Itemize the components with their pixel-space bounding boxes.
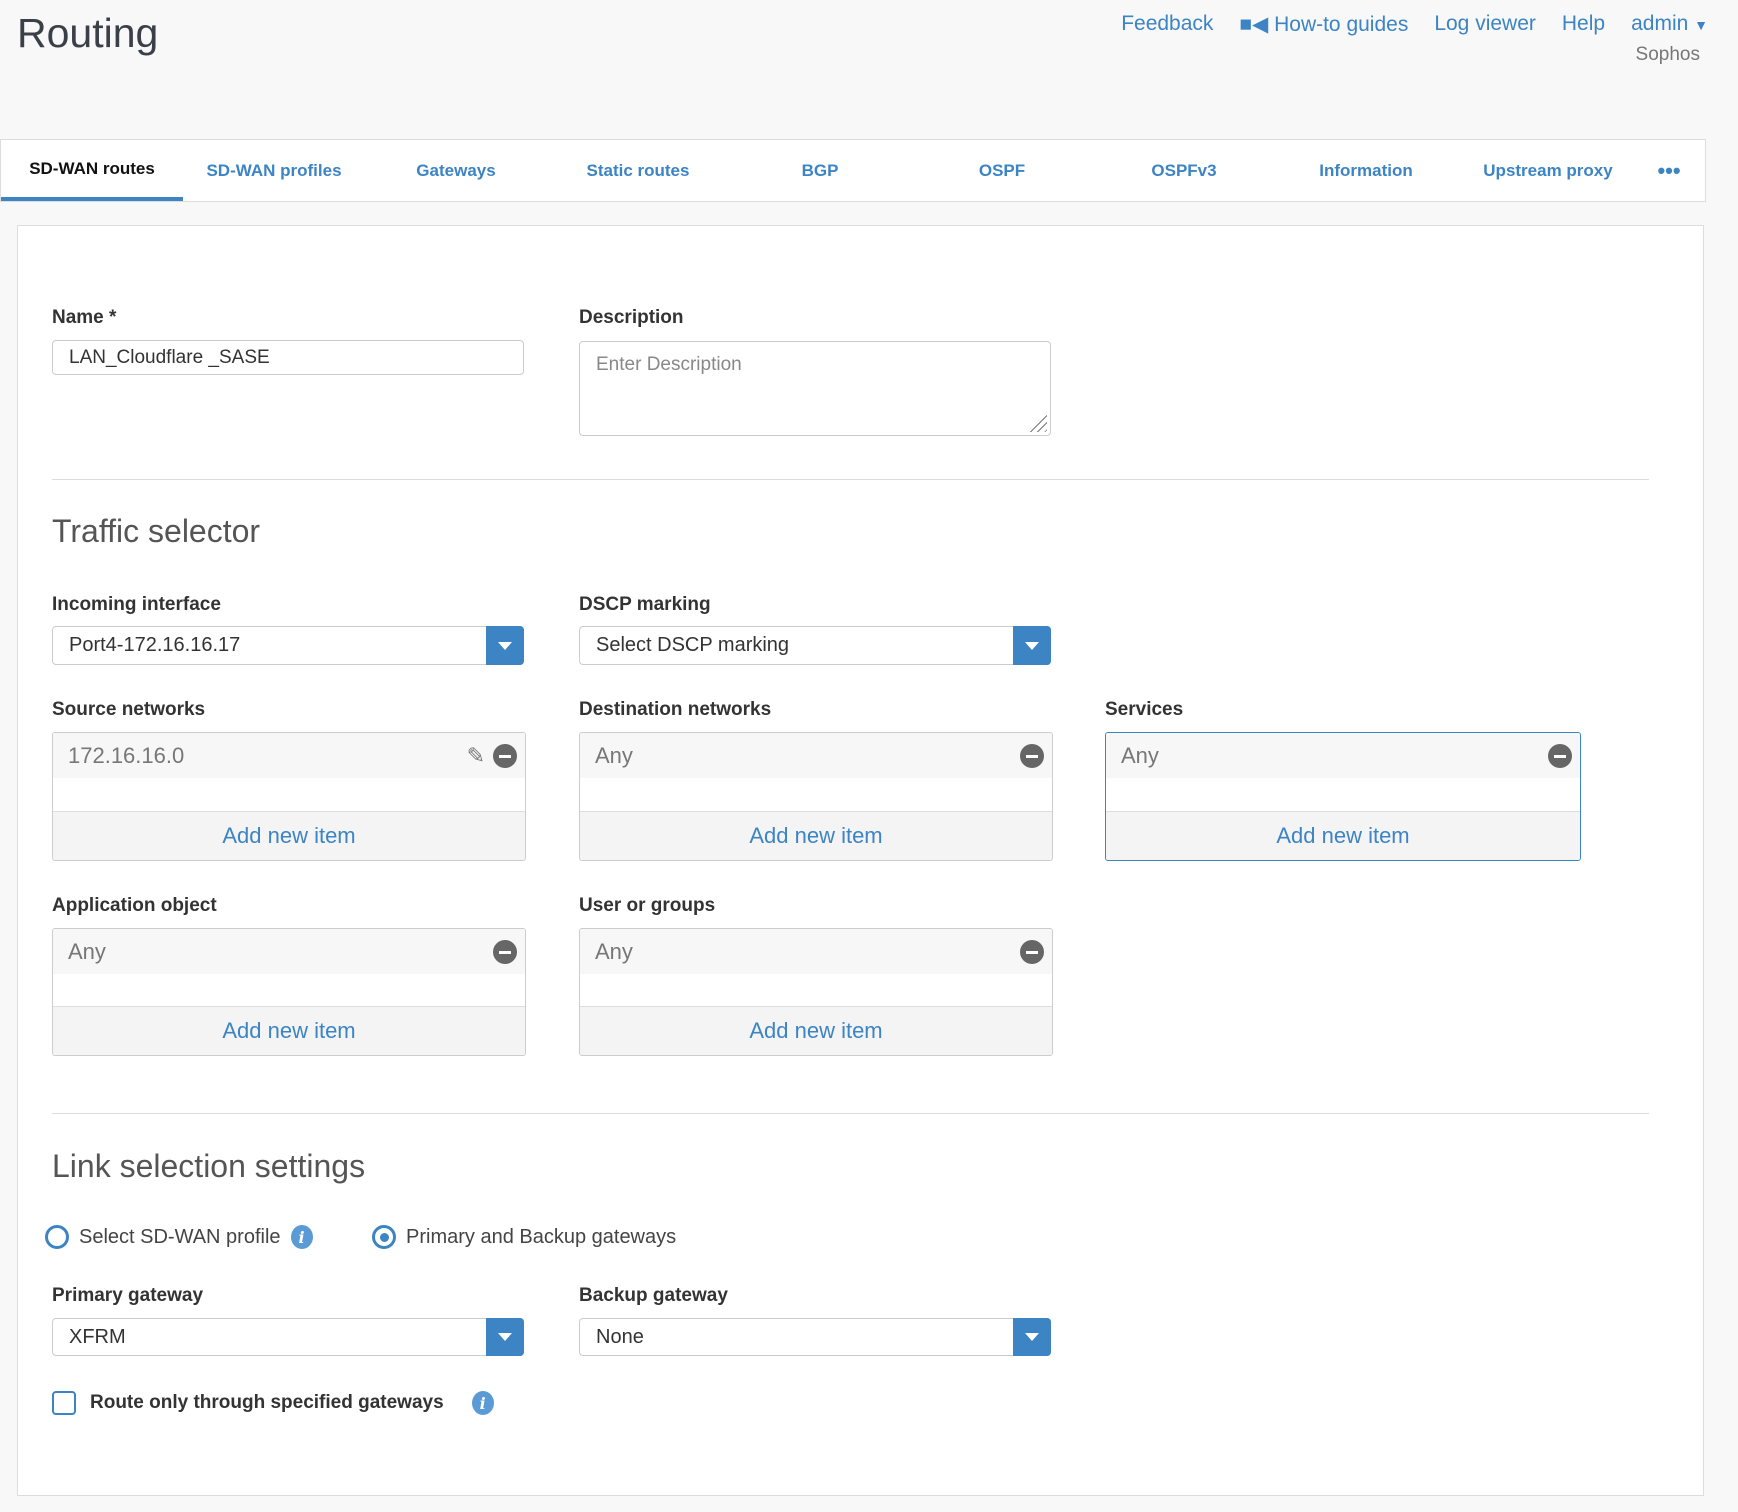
chevron-down-icon[interactable] — [1013, 626, 1051, 665]
info-icon[interactable]: i — [471, 1391, 494, 1415]
tab-static-routes[interactable]: Static routes — [586, 160, 690, 180]
add-new-item-button[interactable]: Add new item — [580, 1006, 1052, 1055]
incoming-interface-select[interactable]: Port4-172.16.16.17 — [52, 626, 524, 665]
description-textarea[interactable]: Enter Description — [579, 341, 1051, 436]
primary-gateway-select[interactable]: XFRM — [52, 1318, 524, 1356]
tab-ospfv3[interactable]: OSPFv3 — [1151, 160, 1217, 180]
tab-sd-wan-profiles[interactable]: SD-WAN profiles — [206, 160, 342, 180]
add-new-item-button[interactable]: Add new item — [580, 811, 1052, 860]
tab-bar: SD-WAN routes SD-WAN profiles Gateways S… — [0, 139, 1706, 202]
tab-gateways[interactable]: Gateways — [416, 160, 496, 180]
remove-icon[interactable] — [1548, 744, 1572, 768]
name-input[interactable]: LAN_Cloudflare _SASE — [52, 340, 524, 375]
application-object-list: Any Add new item — [52, 928, 526, 1056]
destination-networks-label: Destination networks — [579, 699, 772, 720]
user-or-groups-list: Any Add new item — [579, 928, 1053, 1056]
link-selection-heading: Link selection settings — [52, 1148, 366, 1184]
name-label: Name * — [52, 307, 117, 328]
services-label: Services — [1105, 699, 1184, 720]
admin-menu[interactable]: admin ▼ — [1631, 12, 1708, 35]
radio-primary-backup-gateways[interactable]: Primary and Backup gateways — [372, 1225, 676, 1249]
radio-sd-wan-profile[interactable]: Select SD-WAN profile i — [45, 1225, 313, 1249]
tab-information[interactable]: Information — [1319, 160, 1413, 180]
backup-gateway-label: Backup gateway — [579, 1285, 728, 1306]
tab-ospf[interactable]: OSPF — [978, 160, 1026, 180]
dscp-marking-label: DSCP marking — [579, 594, 711, 615]
backup-gateway-select[interactable]: None — [579, 1318, 1051, 1356]
info-icon[interactable]: i — [290, 1225, 313, 1249]
description-label: Description — [579, 307, 684, 328]
route-only-option: Route only through specified gateways i — [52, 1391, 494, 1415]
tab-upstream-proxy[interactable]: Upstream proxy — [1483, 160, 1613, 180]
remove-icon[interactable] — [493, 940, 517, 964]
page-title: Routing — [17, 10, 159, 56]
more-tabs-ellipsis-icon[interactable]: ••• — [1657, 157, 1681, 183]
how-to-guides-link[interactable]: ■◀ How-to guides — [1239, 13, 1409, 36]
remove-icon[interactable] — [1020, 940, 1044, 964]
remove-icon[interactable] — [1020, 744, 1044, 768]
services-list: Any Add new item — [1105, 732, 1581, 861]
source-networks-label: Source networks — [52, 699, 206, 720]
add-new-item-button[interactable]: Add new item — [1106, 811, 1580, 860]
list-item: Any — [580, 733, 1052, 778]
log-viewer-link[interactable]: Log viewer — [1434, 12, 1536, 35]
top-links: Feedback ■◀ How-to guides Log viewer Hel… — [1121, 12, 1708, 37]
user-or-groups-label: User or groups — [579, 895, 716, 916]
radio-button-selected[interactable] — [372, 1225, 396, 1249]
route-only-checkbox[interactable] — [52, 1391, 76, 1415]
application-object-label: Application object — [52, 895, 217, 916]
destination-networks-list: Any Add new item — [579, 732, 1053, 861]
caret-down-icon: ▼ — [1694, 17, 1708, 33]
list-item: Any — [53, 929, 525, 974]
add-new-item-button[interactable]: Add new item — [53, 811, 525, 860]
source-networks-list: 172.16.16.0 ✎ Add new item — [52, 732, 526, 861]
incoming-interface-label: Incoming interface — [52, 594, 221, 615]
chevron-down-icon[interactable] — [1013, 1318, 1051, 1356]
feedback-link[interactable]: Feedback — [1121, 12, 1214, 35]
radio-button[interactable] — [45, 1225, 69, 1249]
chevron-down-icon[interactable] — [486, 1318, 524, 1356]
tab-sd-wan-routes[interactable]: SD-WAN routes — [1, 140, 183, 201]
help-link[interactable]: Help — [1561, 12, 1606, 35]
add-new-item-button[interactable]: Add new item — [53, 1006, 525, 1055]
list-item: 172.16.16.0 ✎ — [53, 733, 525, 778]
video-camera-icon: ■◀ — [1239, 13, 1275, 36]
primary-gateway-label: Primary gateway — [52, 1285, 204, 1306]
dscp-marking-select[interactable]: Select DSCP marking — [579, 626, 1051, 665]
org-name: Sophos — [1635, 44, 1700, 65]
divider — [52, 1113, 1649, 1114]
list-item: Any — [580, 929, 1052, 974]
divider — [52, 479, 1649, 480]
tab-bgp[interactable]: BGP — [801, 160, 839, 180]
traffic-selector-heading: Traffic selector — [52, 513, 261, 549]
chevron-down-icon[interactable] — [486, 626, 524, 665]
resize-handle-icon[interactable] — [1025, 410, 1047, 432]
remove-icon[interactable] — [493, 744, 517, 768]
list-item: Any — [1106, 733, 1580, 778]
pencil-icon[interactable]: ✎ — [466, 743, 485, 768]
